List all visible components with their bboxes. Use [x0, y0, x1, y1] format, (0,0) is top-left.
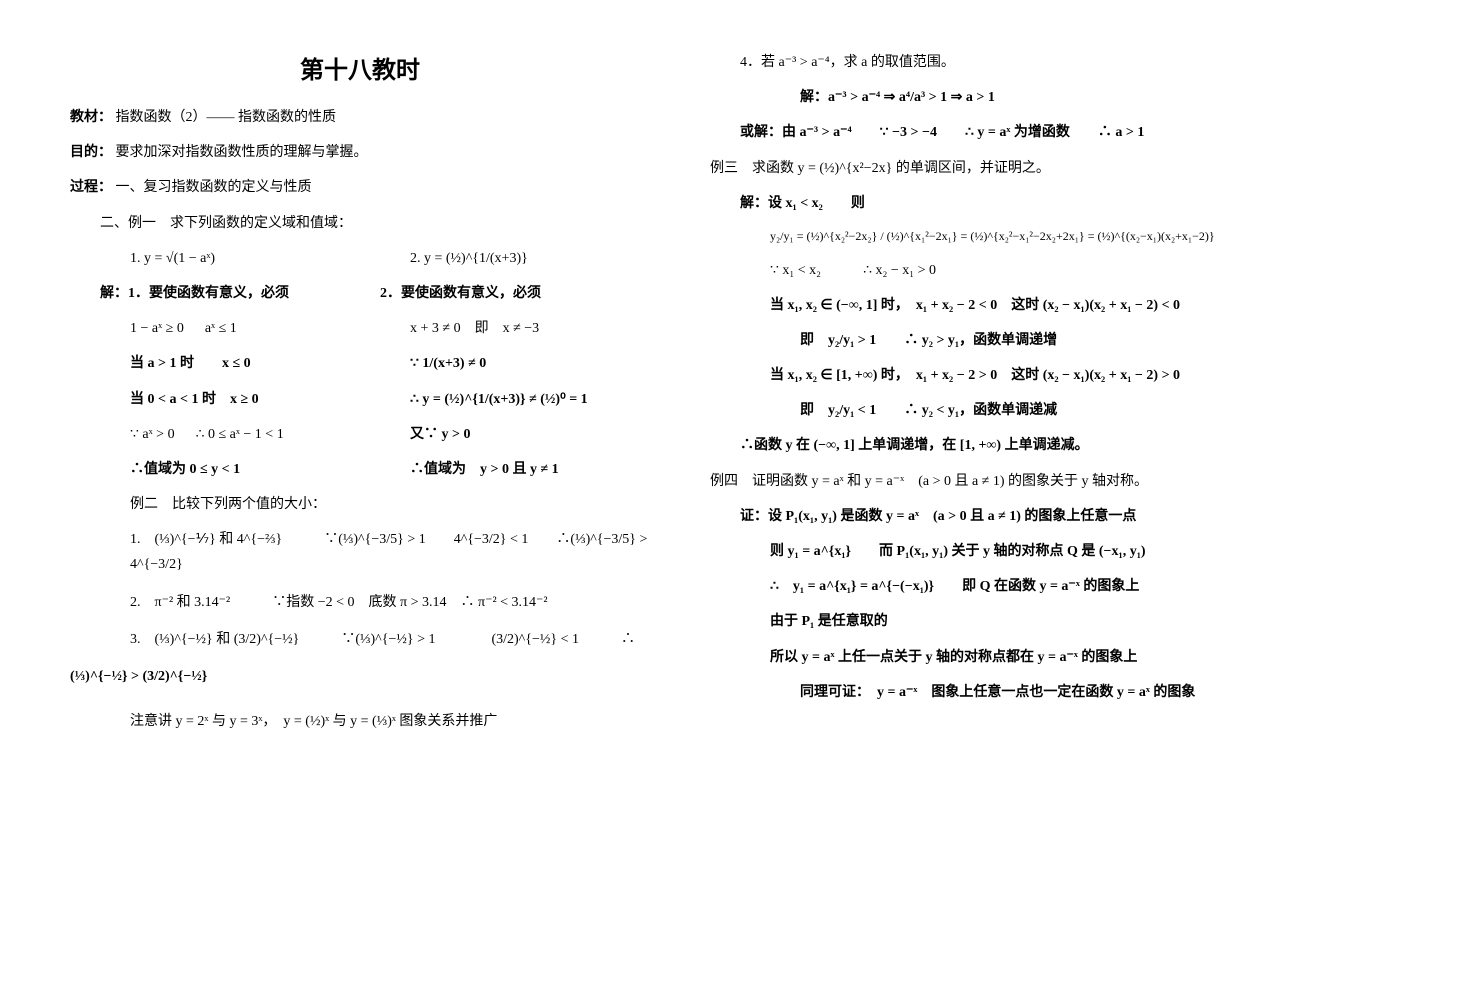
s2-l5: ∴值域为 y > 0 且 y ≠ 1 — [410, 457, 650, 482]
textbook-text: 指数函数（2）—— 指数函数的性质 — [116, 110, 337, 125]
ex4-l5: 所以 y = aˣ 上任一点关于 y 轴的对称点都在 y = a⁻ˣ 的图象上 — [710, 645, 1380, 670]
s1-l3: ∵ aˣ > 0 ∴ 0 ≤ aˣ − 1 < 1 — [130, 422, 410, 447]
process-row: 过程： 一、复习指数函数的定义与性质 — [70, 175, 650, 200]
purpose-text: 要求加深对指数函数性质的理解与掌握。 — [116, 145, 368, 160]
s1-l4: ∴值域为 0 ≤ y < 1 — [130, 457, 410, 482]
s1-head: 解：1．要使函数有意义，必须 — [100, 281, 380, 306]
ex2-p3: 3. (⅓)^{−½} 和 (3/2)^{−½} ∵(⅓)^{−½} > 1 (… — [70, 627, 650, 652]
ex3-l5: 即 y₂/y₁ < 1 ∴ y₂ < y₁，函数单调递减 — [710, 398, 1380, 423]
ex3-set: 解：设 x₁ < x₂ 则 — [710, 191, 1380, 216]
ex2-heading: 例二 比较下列两个值的大小： — [70, 492, 650, 517]
ex3-l4: 当 x₁, x₂ ∈ [1, +∞) 时， x₁ + x₂ − 2 > 0 这时… — [710, 363, 1380, 388]
q1: 1. y = √(1 − aˣ) — [130, 246, 410, 271]
textbook-label: 教材： — [70, 110, 112, 125]
ex4r-q: 4．若 a⁻³ > a⁻⁴，求 a 的取值范围。 — [710, 50, 1380, 75]
s1-l1: 1 − aˣ ≥ 0 aˣ ≤ 1 — [130, 316, 410, 341]
ex4r-alt: 或解：由 a⁻³ > a⁻⁴ ∵ −3 > −4 ∴ y = aˣ 为增函数 ∴… — [710, 120, 1380, 145]
s2-l1: x + 3 ≠ 0 即 x ≠ −3 — [410, 316, 650, 341]
ex4r-sol: 解：a⁻³ > a⁻⁴ ⇒ a⁴/a³ > 1 ⇒ a > 1 — [710, 85, 1380, 110]
ex3-l2: 当 x₁, x₂ ∈ (−∞, 1] 时， x₁ + x₂ − 2 < 0 这时… — [710, 293, 1380, 318]
s2-l3: ∴ y = (½)^{1/(x+3)} ≠ (½)⁰ = 1 — [410, 387, 650, 412]
q2: 2. y = (½)^{1/(x+3)} — [410, 246, 650, 271]
process-1: 一、复习指数函数的定义与性质 — [116, 180, 312, 195]
process-2: 二、例一 求下列函数的定义域和值域： — [70, 211, 650, 236]
lesson-title: 第十八教时 — [70, 50, 650, 85]
ex4-heading: 例四 证明函数 y = aˣ 和 y = a⁻ˣ (a > 0 且 a ≠ 1)… — [710, 469, 1380, 494]
s2-head: 2．要使函数有意义，必须 — [380, 281, 650, 306]
process-label: 过程： — [70, 180, 112, 195]
ex3-l3: 即 y₂/y₁ > 1 ∴ y₂ > y₁，函数单调递增 — [710, 328, 1380, 353]
textbook-row: 教材： 指数函数（2）—— 指数函数的性质 — [70, 105, 650, 130]
s2-l4: 又∵ y > 0 — [410, 422, 650, 447]
purpose-row: 目的： 要求加深对指数函数性质的理解与掌握。 — [70, 140, 650, 165]
s2-l2: ∵ 1/(x+3) ≠ 0 — [410, 351, 650, 376]
ex2-p1: 1. (⅓)^{−⅐} 和 4^{−⅔} ∵(⅓)^{−3/5} > 1 4^{… — [70, 527, 650, 577]
s1-l2b: 当 0 < a < 1 时 x ≥ 0 — [130, 387, 410, 412]
ex2-p3b: (⅓)^{−½} > (3/2)^{−½} — [70, 664, 650, 689]
s1-l2a: 当 a > 1 时 x ≤ 0 — [130, 351, 410, 376]
ex3-ratio: y₂/y₁ = (½)^{x₂²−2x₂} / (½)^{x₁²−2x₁} = … — [710, 226, 1380, 248]
ex2-p2: 2. π⁻² 和 3.14⁻² ∵指数 −2 < 0 底数 π > 3.14 ∴… — [70, 590, 650, 615]
ex4-l4: 由于 P₁ 是任意取的 — [710, 609, 1380, 634]
ex4-l3: ∴ y₁ = a^{x₁} = a^{−(−x₁)} 即 Q 在函数 y = a… — [710, 574, 1380, 599]
ex3-heading: 例三 求函数 y = (½)^{x²−2x} 的单调区间，并证明之。 — [710, 156, 1380, 181]
ex3-l1: ∵ x₁ < x₂ ∴ x₂ − x₁ > 0 — [710, 258, 1380, 283]
ex4-l6: 同理可证： y = a⁻ˣ 图象上任意一点也一定在函数 y = aˣ 的图象 — [710, 680, 1380, 705]
purpose-label: 目的： — [70, 145, 112, 160]
ex3-conc: ∴函数 y 在 (−∞, 1] 上单调递增，在 [1, +∞) 上单调递减。 — [710, 433, 1380, 458]
ex4-l2: 则 y₁ = a^{x₁} 而 P₁(x₁, y₁) 关于 y 轴的对称点 Q … — [710, 539, 1380, 564]
ex4-l1: 证：设 P₁(x₁, y₁) 是函数 y = aˣ (a > 0 且 a ≠ 1… — [710, 504, 1380, 529]
ex2-note: 注意讲 y = 2ˣ 与 y = 3ˣ， y = (½)ˣ 与 y = (⅓)ˣ… — [70, 709, 650, 734]
